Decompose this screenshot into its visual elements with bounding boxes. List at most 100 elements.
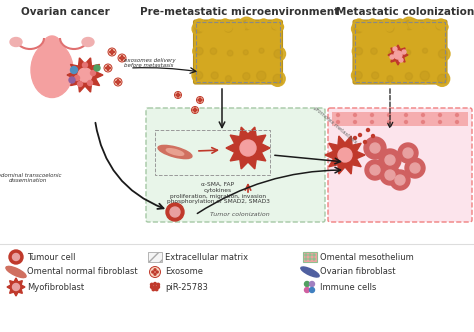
Circle shape [224, 23, 232, 31]
Text: promotes metastasis: promotes metastasis [312, 105, 358, 145]
Text: Omental normal fibroblast: Omental normal fibroblast [27, 268, 137, 277]
Circle shape [435, 71, 450, 86]
Bar [332, 112, 468, 126]
Circle shape [421, 114, 425, 117]
Ellipse shape [10, 38, 22, 46]
Circle shape [352, 69, 365, 82]
Circle shape [109, 51, 111, 53]
Circle shape [369, 69, 381, 81]
Circle shape [155, 288, 158, 291]
Circle shape [243, 50, 248, 55]
Circle shape [354, 19, 364, 29]
Text: Omental mesothelium: Omental mesothelium [320, 253, 414, 262]
Circle shape [387, 48, 396, 58]
Circle shape [272, 23, 279, 30]
Circle shape [116, 81, 117, 83]
Circle shape [118, 54, 126, 62]
Circle shape [69, 77, 75, 83]
Circle shape [242, 20, 251, 30]
Circle shape [200, 101, 201, 102]
Circle shape [199, 23, 207, 31]
Circle shape [436, 19, 446, 29]
Circle shape [368, 19, 378, 29]
Circle shape [395, 175, 405, 185]
Circle shape [113, 51, 114, 53]
Text: exosomes delivery
before metastasis: exosomes delivery before metastasis [124, 57, 176, 68]
Circle shape [240, 140, 256, 156]
Circle shape [156, 271, 158, 273]
Circle shape [154, 273, 156, 275]
Circle shape [370, 165, 380, 175]
Polygon shape [67, 58, 103, 92]
Circle shape [195, 71, 203, 79]
Circle shape [390, 55, 394, 59]
Circle shape [210, 21, 220, 30]
Bar [148, 252, 162, 262]
Circle shape [422, 48, 428, 53]
Circle shape [352, 45, 365, 58]
Text: Immune cells: Immune cells [320, 283, 376, 291]
Text: piR-25783: piR-25783 [165, 283, 208, 291]
Circle shape [225, 25, 232, 32]
Circle shape [420, 71, 429, 80]
Circle shape [259, 48, 264, 53]
Circle shape [372, 23, 380, 31]
Circle shape [304, 288, 310, 292]
Circle shape [371, 121, 374, 124]
Circle shape [421, 21, 431, 31]
Circle shape [170, 207, 180, 217]
Circle shape [354, 114, 356, 117]
Circle shape [177, 93, 179, 94]
Text: Pre-metastatic microenvironment: Pre-metastatic microenvironment [140, 7, 339, 17]
Circle shape [338, 148, 352, 162]
Circle shape [337, 114, 339, 117]
Circle shape [310, 282, 315, 287]
Circle shape [436, 23, 443, 30]
Polygon shape [7, 278, 25, 296]
Circle shape [383, 22, 396, 35]
Circle shape [194, 19, 204, 29]
Circle shape [271, 46, 285, 61]
FancyBboxPatch shape [146, 108, 325, 222]
Circle shape [366, 128, 370, 131]
Text: Ovarian fibroblast: Ovarian fibroblast [320, 268, 395, 277]
Text: abdominal transcoelonic
dissemination: abdominal transcoelonic dissemination [0, 173, 62, 183]
Circle shape [114, 78, 122, 86]
Circle shape [417, 68, 433, 84]
FancyBboxPatch shape [353, 20, 447, 84]
Circle shape [263, 23, 271, 31]
Circle shape [310, 288, 315, 292]
Circle shape [154, 269, 156, 271]
Circle shape [398, 143, 418, 163]
Circle shape [243, 73, 250, 80]
Circle shape [200, 98, 201, 99]
Circle shape [352, 22, 365, 36]
Circle shape [385, 170, 395, 180]
Circle shape [372, 134, 374, 137]
Circle shape [237, 23, 245, 31]
Circle shape [193, 109, 194, 111]
Circle shape [152, 271, 154, 273]
Circle shape [151, 286, 153, 288]
Ellipse shape [6, 266, 26, 278]
Circle shape [197, 97, 203, 104]
Text: Tumor colonization: Tumor colonization [210, 211, 270, 216]
Circle shape [191, 107, 199, 114]
Circle shape [192, 22, 206, 36]
Circle shape [226, 76, 231, 82]
Circle shape [109, 67, 110, 69]
Circle shape [385, 155, 395, 165]
Circle shape [399, 23, 407, 31]
Circle shape [223, 74, 234, 84]
Circle shape [240, 70, 253, 82]
Circle shape [365, 160, 385, 180]
Circle shape [404, 48, 412, 56]
Circle shape [210, 48, 217, 54]
FancyBboxPatch shape [193, 20, 283, 84]
Circle shape [438, 49, 447, 58]
Circle shape [246, 19, 256, 29]
Circle shape [371, 114, 374, 117]
Circle shape [78, 81, 82, 87]
Circle shape [355, 25, 363, 33]
Circle shape [119, 81, 120, 83]
